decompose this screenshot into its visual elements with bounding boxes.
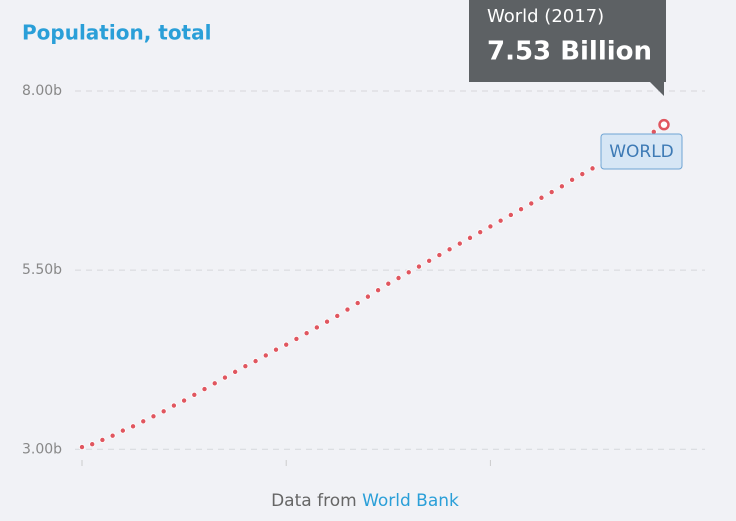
point (395, 275, 402, 282)
point (518, 206, 525, 213)
point (272, 346, 279, 353)
point (293, 335, 300, 342)
point (446, 246, 453, 253)
point (140, 418, 147, 425)
point (242, 363, 249, 370)
point (119, 427, 126, 434)
point (456, 240, 463, 247)
point (507, 211, 514, 218)
point (232, 368, 239, 375)
point (160, 408, 167, 415)
point (201, 386, 208, 393)
point (589, 165, 596, 172)
point (130, 423, 137, 430)
point (181, 397, 188, 404)
tooltip-title: World (2017) (487, 6, 604, 27)
source: Data from World Bank (271, 491, 459, 511)
point (262, 352, 269, 359)
tooltip-box (469, 0, 666, 96)
y-tick-label: 3.00b (22, 441, 62, 457)
source-link[interactable]: World Bank (362, 491, 459, 511)
series-label-text: WORLD (609, 142, 674, 162)
point (364, 293, 371, 300)
source-prefix: Data from (271, 491, 357, 511)
point (283, 341, 290, 348)
point (221, 374, 228, 381)
chart-title: Population, total (22, 21, 211, 45)
point (466, 234, 473, 241)
point (324, 318, 331, 325)
series-label-box (600, 133, 683, 170)
highlight-point (658, 118, 670, 131)
point (344, 306, 351, 313)
point (487, 223, 494, 230)
y-tick-label: 8.00b (22, 83, 62, 99)
point (99, 436, 106, 443)
point (313, 324, 320, 331)
point (150, 413, 157, 420)
y-tick-label: 5.50b (22, 262, 62, 278)
point (415, 263, 422, 270)
point (405, 269, 412, 276)
point (211, 380, 218, 387)
point (385, 280, 392, 287)
point (79, 444, 86, 451)
point (191, 391, 198, 398)
point (436, 252, 443, 259)
point (528, 200, 535, 207)
point (497, 217, 504, 224)
point (303, 330, 310, 337)
point (89, 441, 96, 448)
point (538, 194, 545, 201)
point (375, 287, 382, 294)
point (426, 257, 433, 264)
point (354, 300, 361, 307)
point (252, 358, 259, 365)
point (579, 171, 586, 178)
point (334, 312, 341, 319)
tooltip-value: 7.53 Billion (487, 37, 652, 67)
point (548, 189, 555, 196)
series-label: WORLD (600, 133, 683, 170)
point (569, 176, 576, 183)
point (109, 432, 116, 439)
tooltip: World (2017) 7.53 Billion (469, 0, 666, 96)
point (477, 229, 484, 236)
point (170, 402, 177, 409)
point (558, 183, 565, 190)
